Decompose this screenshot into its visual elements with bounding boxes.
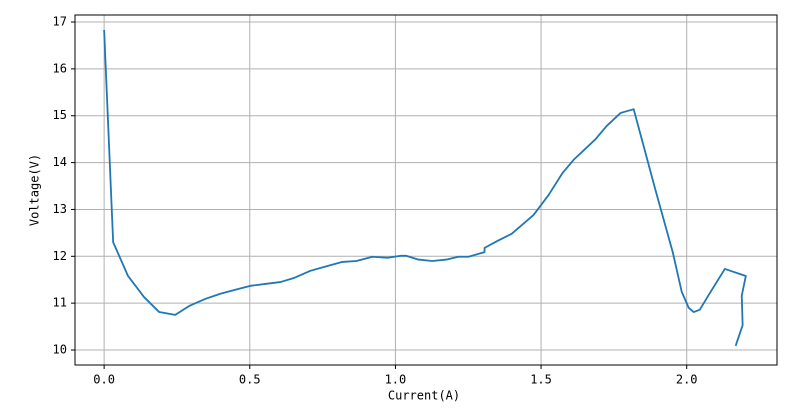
y-tick-label: 15 xyxy=(53,108,67,122)
x-tick-label: 2.0 xyxy=(676,373,698,387)
y-tick-label: 17 xyxy=(53,15,67,29)
y-tick-label: 12 xyxy=(53,249,67,263)
x-tick-label: 1.5 xyxy=(530,373,552,387)
y-tick-label: 10 xyxy=(53,343,67,357)
x-tick-label: 0.0 xyxy=(93,373,115,387)
y-tick-label: 11 xyxy=(53,296,67,310)
y-axis-label: Voltage(V) xyxy=(28,154,42,226)
x-tick-label: 0.5 xyxy=(239,373,261,387)
x-tick-label: 1.0 xyxy=(385,373,407,387)
y-tick-label: 13 xyxy=(53,202,67,216)
data-layer xyxy=(103,29,747,347)
y-tick-label: 14 xyxy=(53,155,67,169)
tick-layer: 0.0 0.5 1.0 1.5 2.0 10 11 12 13 14 15 16 17 xyxy=(53,15,698,387)
data-line xyxy=(103,29,747,347)
grid-layer xyxy=(75,15,777,365)
plot-frame xyxy=(74,14,778,366)
x-axis-label: Current(A) xyxy=(388,389,460,403)
y-tick-label: 16 xyxy=(53,61,67,75)
